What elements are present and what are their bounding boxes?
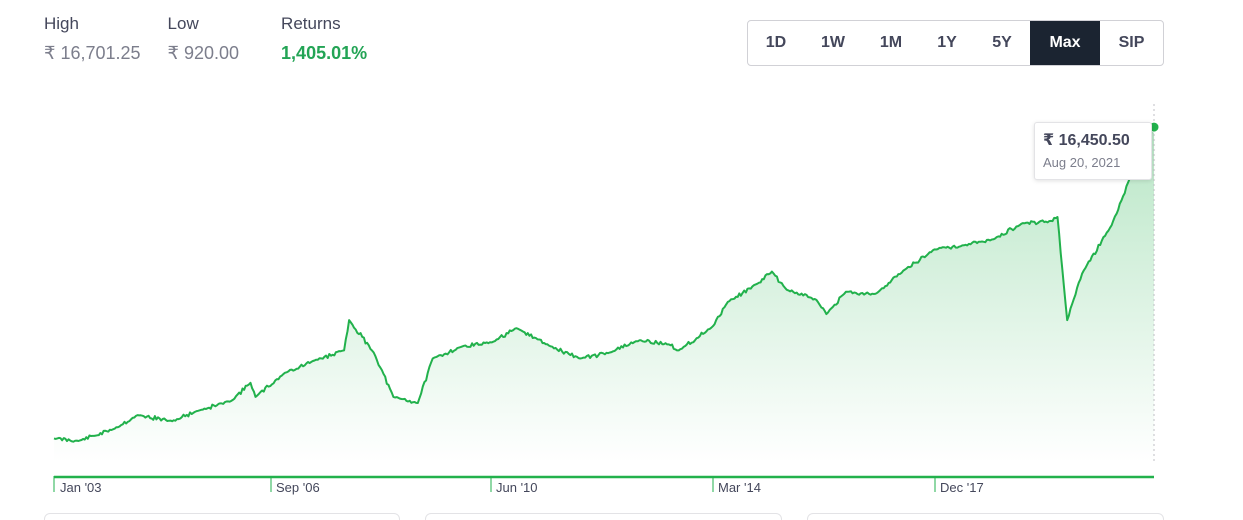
x-tick-label: Dec '17 xyxy=(940,480,984,495)
info-card[interactable] xyxy=(44,513,400,520)
high-value: ₹ 16,701.25 xyxy=(44,43,141,63)
tooltip-price: ₹ 16,450.50 xyxy=(1043,132,1130,149)
x-tick-label: Mar '14 xyxy=(718,480,761,495)
range-sip-button[interactable]: SIP xyxy=(1118,34,1145,51)
tooltip-date: Aug 20, 2021 xyxy=(1043,155,1121,170)
range-1y-button[interactable]: 1Y xyxy=(937,34,957,51)
range-5y-button[interactable]: 5Y xyxy=(992,34,1012,51)
x-tick-label: Sep '06 xyxy=(276,480,320,495)
low-value: ₹ 920.00 xyxy=(167,43,240,63)
range-1w-button[interactable]: 1W xyxy=(821,34,845,51)
info-card[interactable] xyxy=(425,513,782,520)
time-range-selector: 1D 1W 1M 1Y 5Y Max SIP xyxy=(747,20,1164,66)
stats-row: High ₹ 16,701.25 Low ₹ 920.00 Returns 1,… xyxy=(44,12,394,66)
price-tooltip: ₹ 16,450.50 Aug 20, 2021 xyxy=(1034,122,1152,180)
returns-stat: Returns 1,405.01% xyxy=(281,12,367,66)
price-area-fill xyxy=(54,127,1154,462)
price-line xyxy=(53,126,1155,443)
high-stat: High ₹ 16,701.25 xyxy=(44,12,141,66)
low-stat: Low ₹ 920.00 xyxy=(168,12,240,66)
returns-label: Returns xyxy=(281,14,341,33)
range-1m-button[interactable]: 1M xyxy=(879,34,903,51)
x-tick-label: Jun '10 xyxy=(496,480,538,495)
info-card[interactable] xyxy=(807,513,1164,520)
returns-value: 1,405.01% xyxy=(281,43,368,63)
x-tick-label: Jan '03 xyxy=(60,480,102,495)
low-label: Low xyxy=(167,14,199,33)
range-1d-button[interactable]: 1D xyxy=(765,34,787,51)
x-axis-ticks xyxy=(53,476,936,492)
high-label: High xyxy=(44,14,79,33)
range-max-button[interactable]: Max xyxy=(1030,21,1100,65)
